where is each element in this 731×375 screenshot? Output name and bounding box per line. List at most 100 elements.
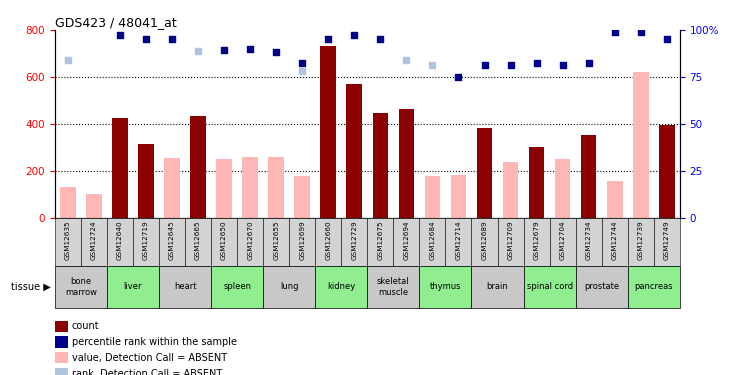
Bar (471, 217, 498, 266)
Bar (529, 147, 545, 218)
Text: liver: liver (124, 282, 143, 291)
Text: GSM12694: GSM12694 (404, 220, 409, 260)
Text: heart: heart (174, 282, 197, 291)
Bar (86, 194, 102, 217)
Bar (498, 217, 523, 266)
Text: lung: lung (280, 282, 298, 291)
Bar (420, 266, 471, 308)
Bar (367, 266, 420, 308)
Text: GSM12684: GSM12684 (429, 220, 436, 260)
Bar (398, 108, 414, 217)
Text: GSM12640: GSM12640 (117, 220, 123, 260)
Point (479, 62, 491, 68)
Text: value, Detection Call = ABSENT: value, Detection Call = ABSENT (72, 353, 227, 363)
Text: GSM12704: GSM12704 (560, 220, 566, 260)
Bar (503, 162, 518, 218)
Text: GSM12679: GSM12679 (534, 220, 539, 260)
Bar (242, 157, 258, 218)
Bar (341, 217, 367, 266)
Bar (654, 217, 680, 266)
Point (62, 57, 74, 63)
Bar (107, 217, 133, 266)
Text: GSM12699: GSM12699 (299, 220, 306, 260)
Bar (602, 217, 628, 266)
Bar (55, 266, 107, 308)
Bar (211, 266, 263, 308)
Text: GSM12650: GSM12650 (221, 220, 227, 260)
Bar (138, 144, 154, 218)
Text: spinal cord: spinal cord (526, 282, 572, 291)
Text: GSM12655: GSM12655 (273, 220, 279, 260)
Bar (55, 217, 81, 266)
Bar (81, 217, 107, 266)
Bar (107, 266, 159, 308)
Text: rank, Detection Call = ABSENT: rank, Detection Call = ABSENT (72, 369, 222, 375)
Text: kidney: kidney (327, 282, 355, 291)
Bar (159, 266, 211, 308)
Text: GSM12744: GSM12744 (612, 220, 618, 260)
Bar (367, 217, 393, 266)
Bar (295, 177, 310, 218)
Point (452, 74, 464, 80)
Text: skeletal
muscle: skeletal muscle (377, 277, 409, 297)
Text: GSM12645: GSM12645 (169, 220, 175, 260)
Bar (575, 266, 628, 308)
Point (557, 62, 569, 68)
Bar (164, 158, 180, 218)
Bar (471, 266, 523, 308)
Bar (289, 217, 315, 266)
Bar (315, 217, 341, 266)
Point (296, 68, 308, 74)
Bar (523, 266, 575, 308)
Bar (393, 217, 420, 266)
Bar (159, 217, 185, 266)
Bar (523, 217, 550, 266)
Bar (263, 217, 289, 266)
Text: prostate: prostate (584, 282, 619, 291)
Bar (659, 125, 675, 217)
Text: GSM12739: GSM12739 (637, 220, 644, 260)
Text: GSM12660: GSM12660 (325, 220, 331, 260)
Bar (575, 217, 602, 266)
Bar (190, 116, 206, 218)
Bar (263, 266, 315, 308)
Text: count: count (72, 321, 99, 331)
Point (635, 29, 647, 35)
Bar (185, 217, 211, 266)
Text: GSM12749: GSM12749 (664, 220, 670, 260)
Point (140, 36, 152, 42)
Bar (133, 217, 159, 266)
Text: percentile rank within the sample: percentile rank within the sample (72, 337, 237, 347)
Point (296, 60, 308, 66)
Point (114, 32, 126, 38)
Bar (581, 135, 596, 218)
Bar (550, 217, 576, 266)
Bar (555, 159, 570, 218)
Bar (425, 177, 440, 218)
Bar (315, 266, 367, 308)
Text: GSM12675: GSM12675 (377, 220, 383, 260)
Text: bone
marrow: bone marrow (65, 277, 97, 297)
Text: GDS423 / 48041_at: GDS423 / 48041_at (55, 16, 177, 29)
Bar (112, 118, 128, 218)
Text: tissue ▶: tissue ▶ (12, 282, 51, 292)
Bar (346, 84, 362, 218)
Bar (216, 159, 232, 218)
Text: GSM12719: GSM12719 (143, 220, 149, 260)
Text: GSM12635: GSM12635 (65, 220, 71, 260)
Point (531, 60, 542, 66)
Text: GSM12689: GSM12689 (482, 220, 488, 260)
Text: brain: brain (487, 282, 509, 291)
Text: spleen: spleen (223, 282, 251, 291)
Text: GSM12724: GSM12724 (91, 220, 97, 260)
Point (349, 32, 360, 38)
Text: GSM12709: GSM12709 (507, 220, 514, 260)
Bar (445, 217, 471, 266)
Bar (60, 187, 75, 218)
Text: GSM12670: GSM12670 (247, 220, 253, 260)
Bar (628, 266, 680, 308)
Text: thymus: thymus (430, 282, 461, 291)
Point (192, 48, 204, 54)
Point (244, 46, 256, 52)
Point (504, 62, 516, 68)
